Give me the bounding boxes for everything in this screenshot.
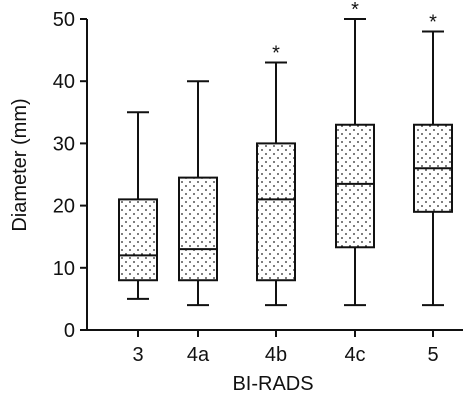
y-tick-label: 10 <box>53 258 75 280</box>
x-tick-label: 4b <box>265 344 287 366</box>
iqr-box <box>178 176 218 282</box>
y-axis-title: Diameter (mm) <box>9 98 31 231</box>
x-axis-title: BI-RADS <box>232 373 313 395</box>
outlier-marker: * <box>429 11 437 33</box>
box-4c: * <box>335 0 375 307</box>
iqr-box <box>256 142 296 282</box>
x-tick-label: 4a <box>187 344 210 366</box>
x-tick-label: 3 <box>132 344 143 366</box>
y-tick-label: 0 <box>64 320 75 342</box>
y-tick-label: 30 <box>53 133 75 155</box>
y-tick-label: 40 <box>53 71 75 93</box>
box-4b: * <box>256 43 296 307</box>
x-tick-label: 4c <box>344 344 365 366</box>
x-tick-label: 5 <box>427 344 438 366</box>
outlier-marker: * <box>351 0 359 21</box>
outlier-marker: * <box>272 43 280 65</box>
y-tick-label: 50 <box>53 9 75 31</box>
iqr-box <box>335 123 375 249</box>
box-5: * <box>413 11 453 307</box>
y-tick-label: 20 <box>53 196 75 218</box>
box-3 <box>118 111 158 300</box>
iqr-box <box>118 198 158 282</box>
box-4a <box>178 80 218 307</box>
